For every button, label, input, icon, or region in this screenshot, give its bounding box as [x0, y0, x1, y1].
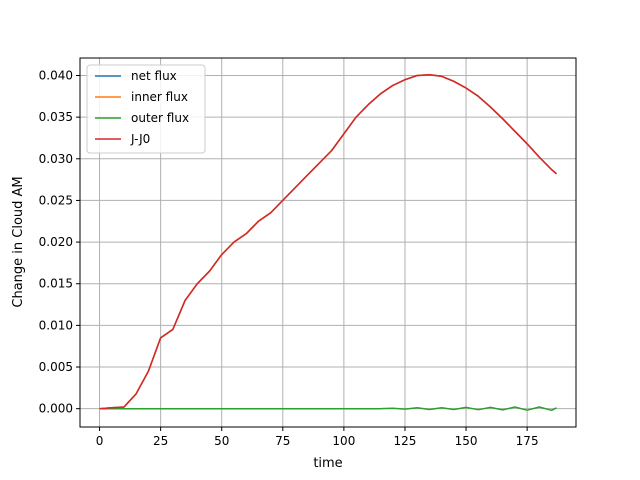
- y-tick-label: 0.025: [39, 193, 73, 207]
- y-axis-ticks: 0.000 0.005 0.010 0.015 0.020 0.025 0.030 0.035…: [39, 68, 80, 416]
- series-line-outer-flux: [99, 406, 557, 412]
- x-tick-label: 75: [275, 434, 290, 448]
- y-tick-label: 0.015: [39, 277, 73, 291]
- x-axis-label: time: [313, 456, 342, 471]
- x-tick-label: 150: [455, 434, 478, 448]
- y-tick-label: 0.040: [39, 68, 73, 82]
- x-axis-ticks: 0 25 50 75 100 125 150 175: [96, 427, 539, 448]
- series-lines: [99, 73, 557, 412]
- legend-label: outer flux: [131, 111, 189, 125]
- y-tick-label: 0.005: [39, 360, 73, 374]
- x-tick-label: 125: [394, 434, 417, 448]
- y-tick-label: 0.000: [39, 402, 73, 416]
- x-tick-label: 175: [516, 434, 539, 448]
- x-tick-label: 100: [332, 434, 355, 448]
- x-tick-label: 50: [214, 434, 229, 448]
- legend: net flux inner flux outer flux J-J0: [86, 64, 206, 154]
- legend-label: net flux: [131, 69, 177, 83]
- y-axis-label: Change in Cloud AM: [11, 176, 26, 307]
- x-tick-label: 0: [96, 434, 104, 448]
- y-tick-label: 0.035: [39, 110, 73, 124]
- y-tick-label: 0.030: [39, 152, 73, 166]
- y-tick-label: 0.010: [39, 318, 73, 332]
- series-line-j-j0: [99, 73, 557, 410]
- legend-label: J-J0: [130, 132, 150, 146]
- x-tick-label: 25: [153, 434, 168, 448]
- legend-label: inner flux: [131, 90, 188, 104]
- y-tick-label: 0.020: [39, 235, 73, 249]
- legend-box: [86, 64, 206, 154]
